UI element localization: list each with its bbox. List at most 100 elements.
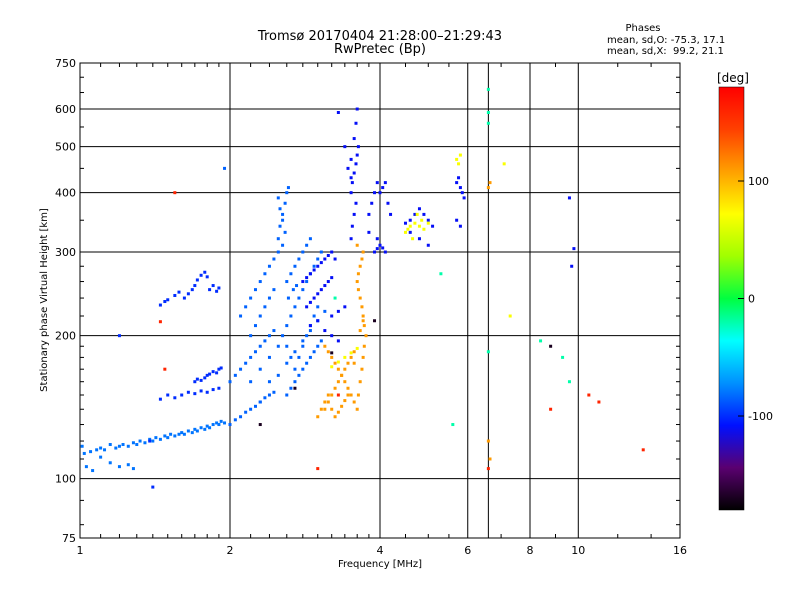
data-point <box>186 292 190 296</box>
data-point <box>316 292 320 296</box>
data-point <box>117 444 121 448</box>
colorbar-tick-label: 0 <box>748 293 755 306</box>
data-point <box>426 221 430 225</box>
data-point <box>323 309 327 313</box>
data-point <box>267 264 271 268</box>
data-point <box>283 201 287 205</box>
data-point <box>354 121 358 125</box>
data-point <box>486 350 490 354</box>
data-point <box>451 423 455 427</box>
data-point <box>375 181 379 185</box>
data-point <box>356 393 360 397</box>
data-point <box>308 300 312 304</box>
data-point <box>343 399 347 403</box>
data-point <box>354 162 358 166</box>
data-point <box>319 339 323 343</box>
data-point <box>375 237 379 241</box>
data-point <box>549 344 553 348</box>
data-point <box>333 361 337 365</box>
data-point <box>413 212 417 216</box>
data-point <box>415 212 419 216</box>
data-point <box>186 429 190 433</box>
data-point <box>267 393 271 397</box>
data-point <box>458 153 462 157</box>
data-point <box>163 434 167 438</box>
data-point <box>330 393 334 397</box>
data-point <box>349 351 353 355</box>
data-point <box>84 465 88 469</box>
data-point <box>285 361 289 365</box>
data-point <box>217 286 221 290</box>
data-point <box>217 367 221 371</box>
x-tick-label: 16 <box>673 544 687 557</box>
data-point <box>486 110 490 114</box>
data-point <box>239 314 243 318</box>
data-point <box>408 218 412 222</box>
data-point <box>249 355 253 359</box>
data-point <box>249 407 253 411</box>
data-point <box>408 224 412 228</box>
data-point <box>208 426 212 430</box>
data-point <box>641 448 645 452</box>
data-point <box>276 250 280 254</box>
data-point <box>370 201 374 205</box>
data-point <box>367 230 371 234</box>
data-point <box>244 305 248 309</box>
data-point <box>199 378 203 382</box>
data-point <box>289 314 293 318</box>
data-point <box>336 367 340 371</box>
data-point <box>166 298 170 302</box>
data-point <box>326 350 330 354</box>
data-point <box>336 339 340 343</box>
data-point <box>350 181 354 185</box>
data-point <box>417 207 421 211</box>
data-point <box>151 439 155 443</box>
data-point <box>297 296 301 300</box>
stats-heading: Phases <box>625 23 660 34</box>
data-point <box>373 191 377 195</box>
data-point <box>316 467 320 471</box>
data-point <box>326 280 330 284</box>
y-tick-label: 200 <box>55 330 76 343</box>
data-point <box>276 196 280 200</box>
data-point <box>336 110 340 114</box>
x-tick-label: 2 <box>227 544 234 557</box>
data-point <box>330 276 334 280</box>
data-point <box>336 309 340 313</box>
data-point <box>346 166 350 170</box>
data-point <box>417 224 421 228</box>
chart-subtitle: RwPretec (Bp) <box>334 42 426 57</box>
data-point <box>258 280 262 284</box>
data-point <box>203 376 207 380</box>
data-point <box>108 461 112 465</box>
data-point <box>217 423 221 427</box>
data-point <box>349 393 353 397</box>
data-point <box>215 421 219 425</box>
data-point <box>360 367 364 371</box>
data-point <box>286 186 290 190</box>
data-point <box>267 334 271 338</box>
data-point <box>352 212 356 216</box>
data-point <box>163 367 167 371</box>
data-point <box>285 191 289 195</box>
data-point <box>381 186 385 190</box>
x-axis-label: Frequency [MHz] <box>338 559 422 570</box>
data-point <box>199 426 203 430</box>
data-point <box>308 324 312 328</box>
data-point <box>378 191 382 195</box>
data-point <box>182 432 186 436</box>
data-point <box>263 272 267 276</box>
data-point <box>297 257 301 261</box>
y-tick-label: 300 <box>55 246 76 259</box>
data-point <box>186 390 190 394</box>
data-point <box>305 243 309 247</box>
data-point <box>272 329 276 333</box>
data-point <box>308 237 312 241</box>
data-point <box>173 396 177 400</box>
data-point <box>223 166 227 170</box>
data-point <box>244 361 248 365</box>
data-point <box>355 107 359 111</box>
data-point <box>233 373 237 377</box>
data-point <box>135 443 139 447</box>
